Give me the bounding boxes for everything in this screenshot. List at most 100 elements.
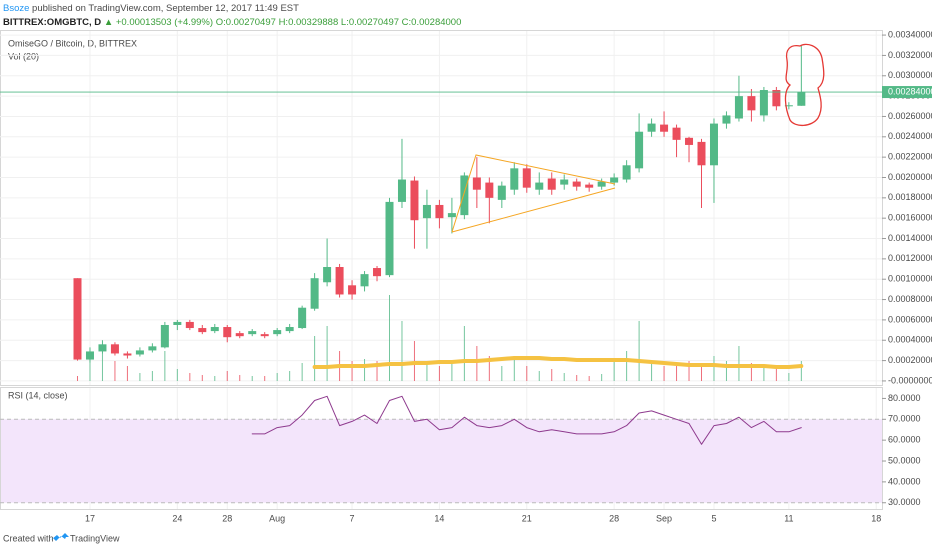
y-tick-label: 30.0000	[888, 497, 921, 507]
candle-body	[223, 327, 232, 338]
candle-body	[709, 123, 718, 166]
rsi-line	[251, 395, 802, 445]
y-tick-label: 70.0000	[888, 414, 921, 424]
rsi-pane	[0, 387, 883, 510]
candle-body	[759, 90, 768, 116]
candle-body	[323, 267, 332, 283]
candle-body	[210, 327, 219, 332]
symbol-line: BITTREX:OMGBTC, D ▲ +0.00013503 (+4.99%)…	[3, 17, 461, 28]
candle-body	[335, 267, 344, 295]
price-pane	[0, 30, 883, 386]
candle-body	[522, 168, 531, 188]
symbol: BITTREX:OMGBTC, D	[3, 17, 101, 28]
y-tick-label: 60.0000	[888, 435, 921, 445]
candle-body	[373, 268, 382, 277]
candle-body	[135, 350, 144, 355]
ohlc: O:0.00270497	[216, 17, 276, 28]
candle-body	[585, 184, 594, 188]
candle-body	[660, 124, 669, 132]
x-tick-label: 5	[711, 513, 716, 523]
candle-body	[572, 181, 581, 187]
candle-body	[422, 204, 431, 219]
candle-body	[273, 330, 282, 335]
change: ▲ +0.00013503 (+4.99%)	[104, 17, 213, 28]
header-line: Bsoze published on TradingView.com, Sept…	[3, 3, 299, 14]
rsi-band	[1, 419, 882, 503]
candle-body	[298, 307, 307, 329]
candle-body	[173, 321, 182, 325]
candle-body	[734, 96, 743, 119]
candle-body	[610, 177, 619, 183]
candle-body	[535, 182, 544, 190]
candle-body	[772, 90, 781, 107]
candle-body	[697, 141, 706, 166]
published: published on TradingView.com, September …	[32, 3, 299, 14]
ohlc: L:0.00270497	[341, 17, 399, 28]
ohlc: H:0.00329888	[279, 17, 339, 28]
y-tick-label: 80.0000	[888, 393, 921, 403]
candle-body	[510, 168, 519, 190]
y-tick-label: 0.00160000	[888, 213, 932, 223]
candle-body	[385, 201, 394, 276]
candle-body	[410, 180, 419, 221]
candle-body	[635, 131, 644, 169]
candle-body	[110, 344, 119, 354]
triangle-drawing	[451, 154, 616, 233]
circle-annotation	[784, 43, 825, 127]
candle-body	[560, 179, 569, 185]
author[interactable]: Bsoze	[3, 3, 29, 14]
candle-body	[73, 278, 82, 360]
footer-text: Created with	[3, 533, 54, 543]
y-tick-label: 0.00020000	[888, 355, 932, 365]
pane-title: RSI (14, close)	[8, 390, 68, 400]
y-tick-label: 0.00040000	[888, 335, 932, 345]
footer-brand[interactable]: TradingView	[70, 533, 120, 543]
candle-body	[472, 177, 481, 190]
pane-title: Vol (20)	[8, 51, 39, 61]
candle-body	[98, 344, 107, 352]
x-tick-label: 28	[609, 513, 619, 523]
x-tick-label: 17	[85, 513, 95, 523]
x-tick-label: 18	[871, 513, 881, 523]
y-tick-label: 40.0000	[888, 476, 921, 486]
candle-body	[485, 182, 494, 198]
x-tick-label: Aug	[269, 513, 285, 523]
y-tick-label: 0.00120000	[888, 253, 932, 263]
y-tick-label: 0.00100000	[888, 274, 932, 284]
y-tick-label: 0.00300000	[888, 70, 932, 80]
x-tick-label: 7	[350, 513, 355, 523]
y-tick-label: 0.00080000	[888, 294, 932, 304]
y-tick-label: 0.00060000	[888, 314, 932, 324]
candle-body	[148, 346, 157, 351]
x-tick-label: 28	[222, 513, 232, 523]
candle-body	[123, 353, 132, 356]
candle-body	[497, 185, 506, 200]
logo	[50, 533, 69, 541]
volume-ma	[312, 356, 804, 369]
candle-body	[797, 92, 806, 106]
candle-body	[235, 333, 244, 337]
candle-body	[722, 115, 731, 124]
candle-body	[435, 204, 444, 219]
candle-body	[285, 327, 294, 332]
candle-body	[360, 274, 369, 287]
candle-body	[622, 165, 631, 180]
y-tick-label: 0.00140000	[888, 233, 932, 243]
y-tick-label: 0.00240000	[888, 131, 932, 141]
ohlc: C:0.00284000	[402, 17, 462, 28]
candle-body	[260, 334, 269, 337]
last-price-box	[882, 86, 932, 99]
y-tick-label: 0.00220000	[888, 152, 932, 162]
y-tick-label: 0.00180000	[888, 192, 932, 202]
y-tick-label: 0.00340000	[888, 29, 932, 39]
candle-body	[185, 321, 194, 329]
candle-body	[597, 181, 606, 187]
candle-body	[310, 278, 319, 309]
candle-body	[685, 137, 694, 145]
x-tick-label: 11	[784, 513, 793, 523]
candle-body	[348, 285, 357, 295]
candle-body	[160, 324, 169, 348]
pane-title: OmiseGO / Bitcoin, D, BITTREX	[8, 38, 137, 48]
last-price-label: 0.00284000	[888, 86, 932, 96]
